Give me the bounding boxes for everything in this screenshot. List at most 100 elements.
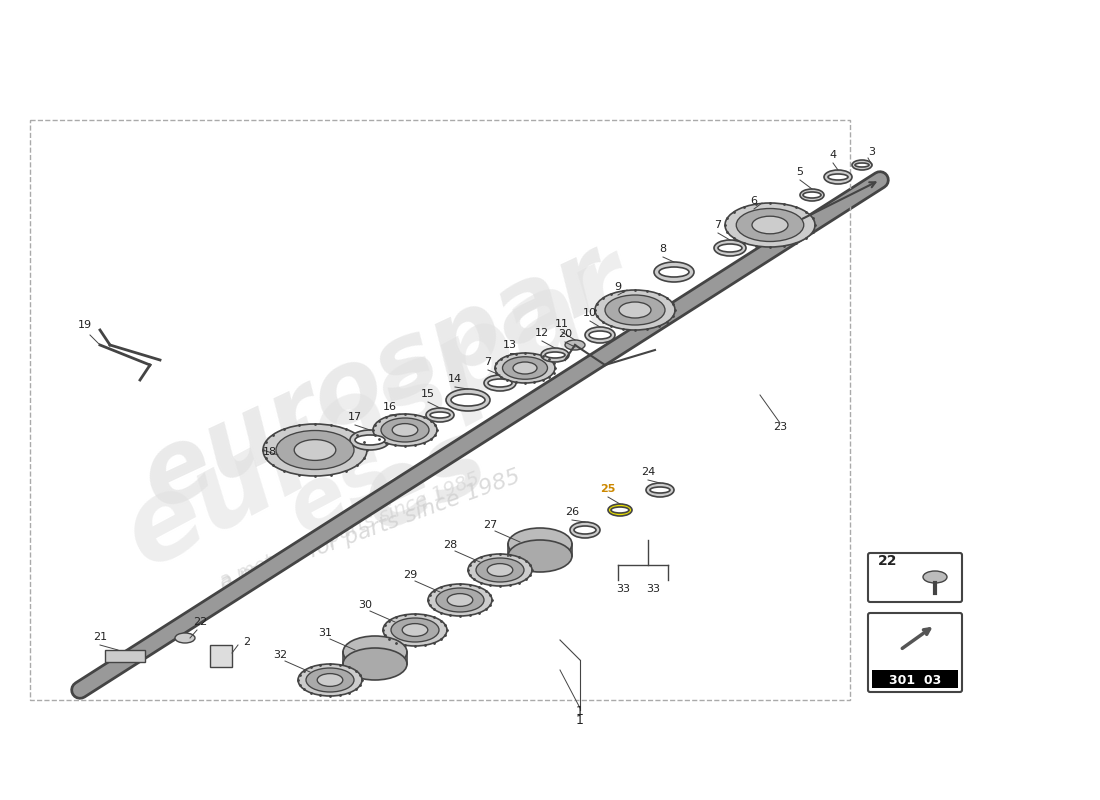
Ellipse shape [381,418,429,442]
Bar [104,650,145,662]
Ellipse shape [725,203,815,247]
Text: a motor for parts since 1985: a motor for parts since 1985 [218,469,483,591]
Text: eurospar
es: eurospar es [126,229,673,631]
Ellipse shape [650,487,670,493]
Bar [343,652,407,664]
Text: 21: 21 [92,632,107,642]
Ellipse shape [619,302,651,318]
Text: 14: 14 [448,374,462,384]
Ellipse shape [718,244,743,252]
Text: 27: 27 [483,520,497,530]
Ellipse shape [503,357,548,379]
Ellipse shape [585,327,615,343]
Ellipse shape [446,389,490,411]
Ellipse shape [436,588,484,612]
Ellipse shape [659,267,689,277]
Ellipse shape [544,352,565,358]
Ellipse shape [306,668,354,692]
Text: 8: 8 [659,244,667,254]
Ellipse shape [646,483,674,497]
Ellipse shape [476,558,524,582]
Text: 301  03: 301 03 [889,674,942,686]
Text: 22: 22 [192,617,207,627]
Text: 30: 30 [358,600,372,610]
Ellipse shape [448,594,473,606]
Ellipse shape [276,430,354,470]
Ellipse shape [428,584,492,616]
Ellipse shape [383,614,447,646]
Text: 17: 17 [348,412,362,422]
Ellipse shape [541,348,569,362]
Bar [210,645,232,667]
Ellipse shape [403,624,428,637]
Bar [30,120,850,700]
Text: a motor for parts since 1985: a motor for parts since 1985 [217,466,522,594]
Ellipse shape [451,394,485,406]
Text: 24: 24 [641,467,656,477]
Ellipse shape [355,435,385,445]
Text: es: es [274,430,406,550]
Ellipse shape [350,430,390,450]
Text: 26: 26 [565,507,579,517]
Ellipse shape [736,209,804,242]
Ellipse shape [426,408,454,422]
Text: 28: 28 [443,540,458,550]
Ellipse shape [390,618,439,642]
Ellipse shape [803,192,821,198]
Ellipse shape [610,507,629,513]
Text: 7: 7 [484,357,492,367]
Text: eurospar: eurospar [107,231,652,589]
Text: 10: 10 [583,308,597,318]
Text: 15: 15 [421,389,434,399]
Text: 1: 1 [576,714,584,726]
Ellipse shape [824,170,852,184]
Ellipse shape [508,528,572,560]
Text: 5: 5 [796,167,803,177]
Text: 33: 33 [646,584,660,594]
Ellipse shape [608,504,632,516]
Text: 11: 11 [556,319,569,329]
Text: 25: 25 [601,484,616,494]
FancyBboxPatch shape [868,553,962,602]
Ellipse shape [175,633,195,643]
Text: 29: 29 [403,570,417,580]
Ellipse shape [570,522,600,538]
Ellipse shape [488,379,512,387]
Text: 22: 22 [878,554,898,568]
Text: 1: 1 [576,705,584,718]
Ellipse shape [508,540,572,572]
Ellipse shape [393,424,418,437]
Ellipse shape [588,331,610,339]
Text: 18: 18 [263,447,277,457]
Ellipse shape [430,412,450,418]
Text: 13: 13 [503,340,517,350]
Text: 3: 3 [869,147,876,157]
Text: 31: 31 [318,628,332,638]
Ellipse shape [294,440,335,460]
Ellipse shape [565,340,585,350]
Ellipse shape [317,674,343,686]
Ellipse shape [855,163,869,167]
Ellipse shape [605,295,665,325]
Ellipse shape [595,290,675,330]
Ellipse shape [852,160,872,170]
Ellipse shape [752,216,788,234]
Text: 20: 20 [558,329,572,339]
Ellipse shape [373,414,437,446]
Ellipse shape [714,240,746,256]
Ellipse shape [800,189,824,201]
Text: 4: 4 [829,150,837,160]
Text: 9: 9 [615,282,622,292]
Ellipse shape [923,571,947,583]
Ellipse shape [263,424,367,476]
Ellipse shape [828,174,848,180]
Text: 6: 6 [750,196,758,206]
Text: 7: 7 [714,220,722,230]
Text: 12: 12 [535,328,549,338]
Text: 33: 33 [616,584,630,594]
Text: 23: 23 [773,422,788,432]
Ellipse shape [484,375,516,391]
Ellipse shape [513,362,537,374]
Ellipse shape [468,554,532,586]
Text: 32: 32 [273,650,287,660]
